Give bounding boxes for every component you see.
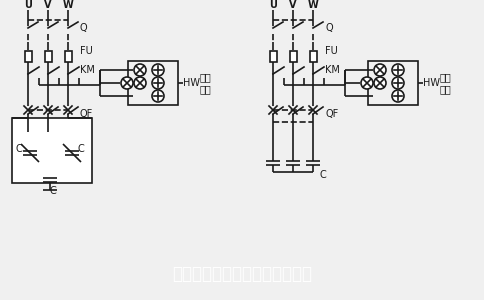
Bar: [64, 50, 72, 62]
Bar: [368, 61, 418, 105]
Text: C: C: [78, 144, 85, 154]
Text: KM: KM: [325, 65, 340, 75]
Text: 电阻: 电阻: [440, 84, 452, 94]
Text: 放电: 放电: [200, 72, 212, 82]
Text: HW: HW: [423, 78, 440, 88]
Text: FU: FU: [80, 46, 93, 56]
Circle shape: [152, 90, 164, 102]
Text: KM: KM: [80, 65, 95, 75]
Text: QF: QF: [325, 109, 338, 119]
Text: 并联电容器组的放电方法有哪些: 并联电容器组的放电方法有哪些: [172, 265, 312, 283]
Text: 放电: 放电: [440, 72, 452, 82]
Bar: [12, 118, 92, 183]
Text: QF: QF: [80, 109, 93, 119]
Text: HW: HW: [183, 78, 200, 88]
Circle shape: [134, 64, 146, 76]
Text: W: W: [308, 0, 318, 10]
Circle shape: [134, 77, 146, 89]
Text: FU: FU: [325, 46, 338, 56]
Text: Q: Q: [80, 23, 88, 33]
Text: V: V: [44, 0, 52, 10]
Text: 电阻: 电阻: [200, 84, 212, 94]
Bar: [270, 50, 276, 62]
Circle shape: [392, 64, 404, 76]
Circle shape: [121, 77, 133, 89]
Text: C: C: [320, 170, 327, 180]
Text: Q: Q: [325, 23, 333, 33]
Text: W: W: [62, 0, 74, 10]
Text: U: U: [269, 0, 277, 10]
Circle shape: [374, 64, 386, 76]
Circle shape: [152, 77, 164, 89]
Circle shape: [152, 64, 164, 76]
Bar: [309, 50, 317, 62]
Text: C: C: [16, 144, 23, 154]
Bar: [289, 50, 297, 62]
Text: C: C: [50, 186, 57, 196]
Circle shape: [374, 77, 386, 89]
Text: U: U: [24, 0, 32, 10]
Bar: [25, 50, 31, 62]
Circle shape: [361, 77, 373, 89]
Bar: [45, 50, 51, 62]
Circle shape: [392, 77, 404, 89]
Circle shape: [392, 90, 404, 102]
Text: V: V: [289, 0, 297, 10]
Bar: [128, 61, 178, 105]
